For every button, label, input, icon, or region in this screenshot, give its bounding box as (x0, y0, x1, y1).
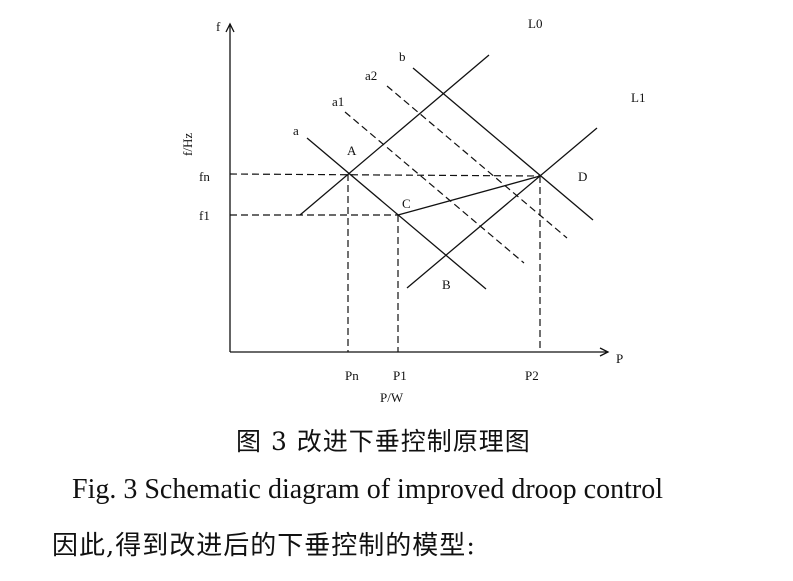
label-a1: a1 (332, 94, 344, 109)
body-text: 因此,得到改进后的下垂控制的模型: (52, 531, 477, 561)
y-axis-title: f/Hz (180, 133, 195, 156)
line-a1 (344, 111, 525, 264)
label-L0: L0 (528, 16, 542, 31)
y-arrow-label: f (216, 19, 221, 34)
point-C: C (402, 196, 411, 211)
x-axis-arrow (599, 347, 610, 357)
guide-fn (229, 173, 541, 177)
point-D: D (578, 169, 587, 184)
x-tick-P2: P2 (525, 368, 539, 383)
x-tick-P1: P1 (393, 368, 407, 383)
point-A: A (347, 143, 357, 158)
line-L0 (299, 54, 490, 216)
figure-caption-english: Fig. 3 Schematic diagram of improved dro… (72, 474, 663, 505)
point-B: B (442, 277, 451, 292)
x-axis-title: P/W (380, 390, 404, 405)
y-axis-arrow (225, 22, 235, 33)
x-tick-Pn: Pn (345, 368, 359, 383)
y-tick-fn: fn (199, 169, 210, 184)
line-C-D (397, 175, 541, 216)
y-tick-f1: f1 (199, 208, 210, 223)
label-a2: a2 (365, 68, 377, 83)
label-L1: L1 (631, 90, 645, 105)
line-b (412, 67, 594, 221)
label-b: b (399, 49, 406, 64)
line-a2 (386, 85, 568, 239)
x-arrow-label: P (616, 351, 623, 366)
label-a: a (293, 123, 299, 138)
line-a (306, 137, 487, 290)
figure-caption-chinese: 图 3 改进下垂控制原理图 (236, 427, 531, 456)
line-L1 (406, 127, 598, 289)
